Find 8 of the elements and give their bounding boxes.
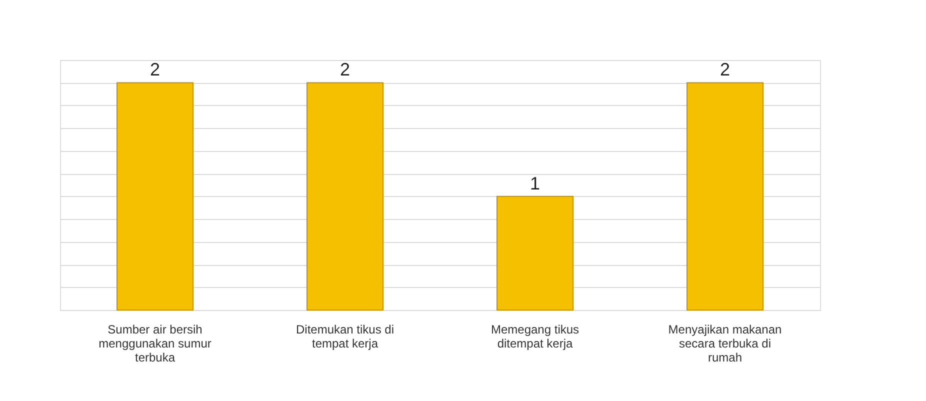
x-tick-label: Sumber air bersih menggunakan sumur terbuka (98, 322, 212, 364)
x-tick-label: Menyajikan makanan secara terbuka di rumah (668, 322, 782, 364)
x-tick-label: Memegang tikus ditempat kerja (490, 322, 580, 350)
data-label: 2 (720, 60, 730, 80)
data-label: 2 (340, 60, 350, 80)
data-label: 1 (530, 173, 540, 194)
data-label: 2 (150, 60, 160, 80)
x-tick-label: Ditemukan tikus di tempat kerja (296, 322, 394, 350)
